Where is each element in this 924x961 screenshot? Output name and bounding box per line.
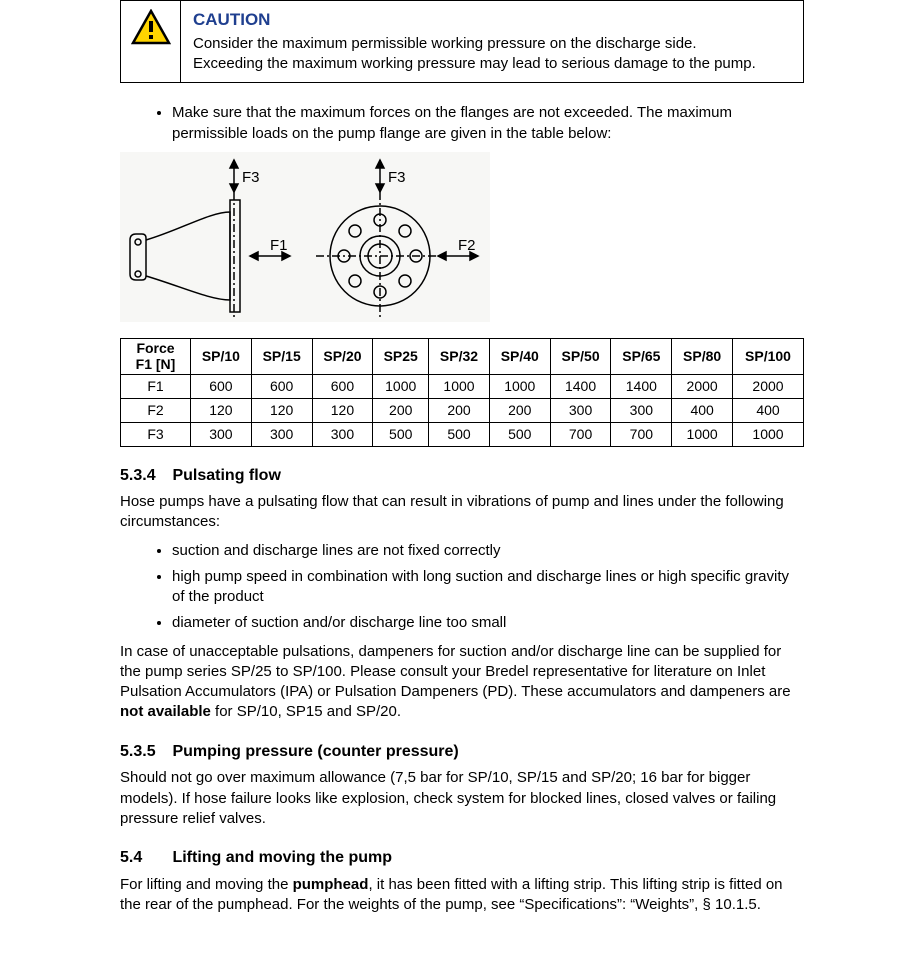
caution-title: CAUTION (193, 9, 791, 32)
col-sp32: SP/32 (429, 339, 490, 375)
section-534-num: 5.3.4 (120, 465, 168, 487)
section-535-body: Should not go over maximum allowance (7,… (120, 768, 804, 829)
table-row: F2 120 120 120 200 200 200 300 300 400 4… (121, 398, 804, 422)
col-sp100: SP/100 (733, 339, 804, 375)
section-534-heading: 5.3.4 Pulsating flow (120, 465, 804, 487)
flange-note-list: Make sure that the maximum forces on the… (120, 103, 804, 144)
force-table-body: F1 600 600 600 1000 1000 1000 1400 1400 … (121, 374, 804, 446)
col-sp80: SP/80 (672, 339, 733, 375)
diagram-label-f3-left: F3 (242, 169, 260, 186)
section-534-title: Pulsating flow (172, 467, 280, 484)
table-row: F1 600 600 600 1000 1000 1000 1400 1400 … (121, 374, 804, 398)
section-535-num: 5.3.5 (120, 741, 168, 763)
section-54-title: Lifting and moving the pump (172, 849, 392, 866)
caution-triangle-icon (131, 9, 171, 45)
caution-icon-cell (121, 1, 181, 82)
section-534-para: In case of unacceptable pulsations, damp… (120, 642, 804, 723)
diagram-label-f1: F1 (270, 237, 288, 254)
table-row: F3 300 300 300 500 500 500 700 700 1000 … (121, 422, 804, 446)
section-534-intro: Hose pumps have a pulsating flow that ca… (120, 492, 804, 533)
diagram-label-f2: F2 (458, 237, 476, 254)
col-sp50: SP/50 (550, 339, 611, 375)
section-54-body: For lifting and moving the pumphead, it … (120, 875, 804, 916)
section-54-heading: 5.4 Lifting and moving the pump (120, 847, 804, 869)
caution-line1: Consider the maximum permissible working… (193, 34, 791, 54)
caution-text: CAUTION Consider the maximum permissible… (181, 1, 803, 82)
flange-note: Make sure that the maximum forces on the… (172, 103, 804, 144)
section-535-heading: 5.3.5 Pumping pressure (counter pressure… (120, 741, 804, 763)
force-table: Force F1 [N] SP/10 SP/15 SP/20 SP25 SP/3… (120, 338, 804, 446)
section-535-title: Pumping pressure (counter pressure) (172, 743, 458, 760)
list-item: diameter of suction and/or discharge lin… (172, 613, 804, 633)
col-sp40: SP/40 (489, 339, 550, 375)
list-item: suction and discharge lines are not fixe… (172, 541, 804, 561)
col-sp20: SP/20 (312, 339, 373, 375)
col-sp15: SP/15 (251, 339, 312, 375)
caution-box: CAUTION Consider the maximum permissible… (120, 0, 804, 83)
force-table-header-label: Force F1 [N] (121, 339, 191, 375)
diagram-label-f3-right: F3 (388, 169, 406, 186)
flange-diagram: F3 F1 (120, 152, 804, 328)
col-sp65: SP/65 (611, 339, 672, 375)
section-534-bullets: suction and discharge lines are not fixe… (120, 541, 804, 634)
col-sp10: SP/10 (191, 339, 252, 375)
col-sp25: SP25 (373, 339, 429, 375)
list-item: high pump speed in combination with long… (172, 567, 804, 608)
section-54-num: 5.4 (120, 847, 168, 869)
caution-line2: Exceeding the maximum working pressure m… (193, 54, 791, 74)
flange-diagram-svg: F3 F1 (120, 152, 490, 322)
